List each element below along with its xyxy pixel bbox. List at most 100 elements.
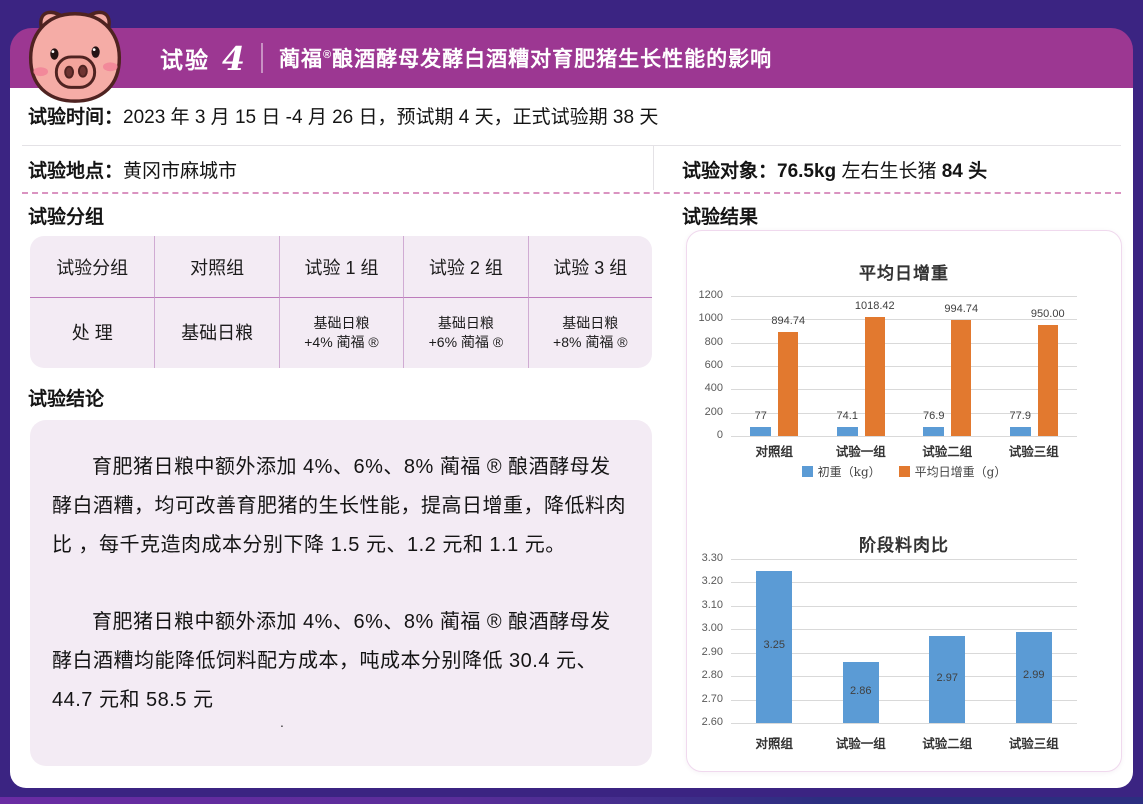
category-label: 试验二组 (922, 736, 973, 751)
grouping-heading: 试验分组 (28, 207, 105, 228)
chart-bar (836, 427, 858, 436)
bar-value-label: 950.00 (1030, 308, 1065, 321)
location-value: 黄冈市麻城市 (123, 161, 238, 182)
column-divider (653, 146, 654, 190)
bar-value-label: 2.86 (850, 684, 872, 697)
chart-bar (864, 317, 885, 436)
y-axis-tick-label: 1200 (698, 289, 723, 301)
header-title-group: 试验 4 蔺福®酿酒酵母发酵白酒糟对育肥猪生长性能的影响 (160, 28, 772, 88)
bar-value-label: 1018.42 (854, 300, 895, 313)
legend-item: 平均日增重（g） (898, 463, 1007, 480)
chart-gridline (731, 319, 1077, 321)
trial-number: 4 (222, 38, 245, 78)
trial-label: 试验 (160, 47, 210, 73)
y-axis-tick-label: 3.00 (701, 622, 723, 635)
chart-gridline (731, 652, 1077, 654)
chart-bar (750, 427, 772, 436)
time-value: 2023 年 3 月 15 日 -4 月 26 日，预试期 4 天，正式试验期 … (123, 107, 659, 128)
legend-swatch-icon (801, 466, 813, 477)
legend-label: 初重（kg） (817, 465, 881, 479)
time-row: 试验时间：2023 年 3 月 15 日 -4 月 26 日，预试期 4 天，正… (28, 102, 658, 129)
table-treatment-cell-1: 基础日粮 (154, 298, 278, 368)
y-axis-tick-label: 0 (716, 429, 723, 441)
category-label: 试验二组 (922, 444, 973, 459)
y-axis-tick-label: 800 (704, 335, 723, 348)
chart-bar (778, 331, 799, 436)
conclusion-paragraph-1: 育肥猪日粮中额外添加 4%、6%、8% 蔺福 ® 酿酒酵母发酵白酒糟，均可改善育… (52, 456, 626, 556)
chart-gridline (731, 723, 1077, 724)
conclusion-box: 育肥猪日粮中额外添加 4%、6%、8% 蔺福 ® 酿酒酵母发酵白酒糟，均可改善育… (30, 420, 652, 766)
subject-weight: 76.5kg (777, 161, 837, 182)
y-axis-tick-label: 3.10 (701, 598, 723, 611)
header-bar: 试验 4 蔺福®酿酒酵母发酵白酒糟对育肥猪生长性能的影响 (10, 28, 1133, 88)
chart-bar (842, 662, 879, 723)
y-axis-tick-label: 200 (704, 405, 723, 418)
chart-gridline (731, 342, 1077, 344)
bar-value-label: 994.74 (944, 302, 979, 315)
y-axis-tick-label: 3.30 (701, 552, 723, 564)
chart-legend: 初重（kg） 平均日增重（g） (687, 463, 1121, 480)
y-axis-tick-label: 2.70 (701, 692, 723, 705)
bar-value-label: 3.25 (763, 638, 785, 651)
subject-row: 试验对象：76.5kg 左右生长猪 84 头 (682, 156, 987, 183)
subject-middle: 左右生长猪 (836, 161, 942, 182)
table-header-cell-3: 试验 2 组 (403, 236, 528, 298)
dashed-divider (22, 192, 1121, 194)
chart-gridline (731, 676, 1077, 678)
chart-bar (1009, 426, 1031, 436)
chart-bar (756, 570, 793, 723)
table-header-cell-1: 对照组 (154, 236, 279, 298)
table-treatment-cell-3: 基础日粮 +6% 蔺福 ® (403, 298, 527, 368)
bar-value-label: 74.1 (836, 410, 858, 423)
table-treatment-cell-4: 基础日粮 +8% 蔺福 ® (527, 298, 652, 368)
chart-gridline (731, 605, 1077, 607)
chart-title: 平均日增重 (859, 264, 949, 284)
bar-value-label: 77.9 (1009, 409, 1031, 422)
table-header-cell-0: 试验分组 (30, 236, 155, 298)
chart-title: 阶段料肉比 (859, 536, 949, 556)
legend-label: 平均日增重（g） (914, 465, 1007, 479)
subject-count: 84 头 (941, 161, 988, 182)
chart-gridline (731, 699, 1077, 701)
legend-swatch-icon (898, 466, 910, 477)
chart-gridline (731, 629, 1077, 631)
bar-value-label: 2.97 (936, 671, 958, 684)
chart-gridline (731, 559, 1077, 560)
conclusion-paragraph-2: 育肥猪日粮中额外添加 4%、6%、8% 蔺福 ® 酿酒酵母发酵白酒糟均能降低饲料… (52, 611, 611, 711)
chart-area: 平均日增重 0 200 400 600 800 1000 1200 对照组 77 894.74 试验一… (687, 231, 1121, 771)
bar-value-label: 76.9 (923, 410, 945, 423)
location-row: 试验地点：黄冈市麻城市 (28, 156, 237, 183)
stray-dot: . (280, 714, 284, 730)
table-treatment-cell-0: 处 理 (71, 323, 113, 343)
subject-label: 试验对象： (682, 161, 778, 182)
y-axis-tick-label: 2.80 (701, 669, 723, 682)
chart-bar (951, 319, 972, 436)
conclusion-heading: 试验结论 (28, 389, 105, 410)
bar-value-label: 77 (754, 410, 767, 423)
results-card: 平均日增重 0 200 400 600 800 1000 1200 对照组 77 894.74 试验一… (686, 230, 1122, 772)
chart-gridline (731, 582, 1077, 584)
chart-bar (929, 636, 966, 723)
header-divider (260, 43, 263, 73)
bar-value-label: 2.99 (1023, 669, 1045, 682)
grouping-table: 试验分组 对照组 试验 1 组 试验 2 组 试验 3 组 处 理 基础日粮 基… (30, 236, 652, 368)
category-label: 试验一组 (835, 736, 886, 751)
y-axis-tick-label: 2.60 (701, 716, 723, 728)
bar-value-label: 894.74 (771, 314, 806, 327)
y-axis-tick-label: 3.20 (701, 575, 723, 588)
brand-name: 蔺福 (278, 48, 323, 71)
chart-gridline (731, 366, 1077, 367)
page-title: 蔺福®酿酒酵母发酵白酒糟对育肥猪生长性能的影响 (279, 43, 772, 73)
table-header-cell-2: 试验 1 组 (278, 236, 404, 298)
chart-bar (1015, 631, 1052, 723)
y-axis-tick-label: 400 (704, 382, 723, 395)
chart-bar (923, 427, 945, 436)
category-label: 试验一组 (835, 444, 886, 459)
category-label: 试验三组 (1008, 736, 1059, 751)
table-header-cell-4: 试验 3 组 (527, 236, 652, 298)
chart-gridline (731, 436, 1077, 437)
y-axis-tick-label: 600 (704, 359, 723, 371)
registered-mark: ® (322, 49, 333, 61)
results-heading: 试验结果 (682, 207, 759, 228)
